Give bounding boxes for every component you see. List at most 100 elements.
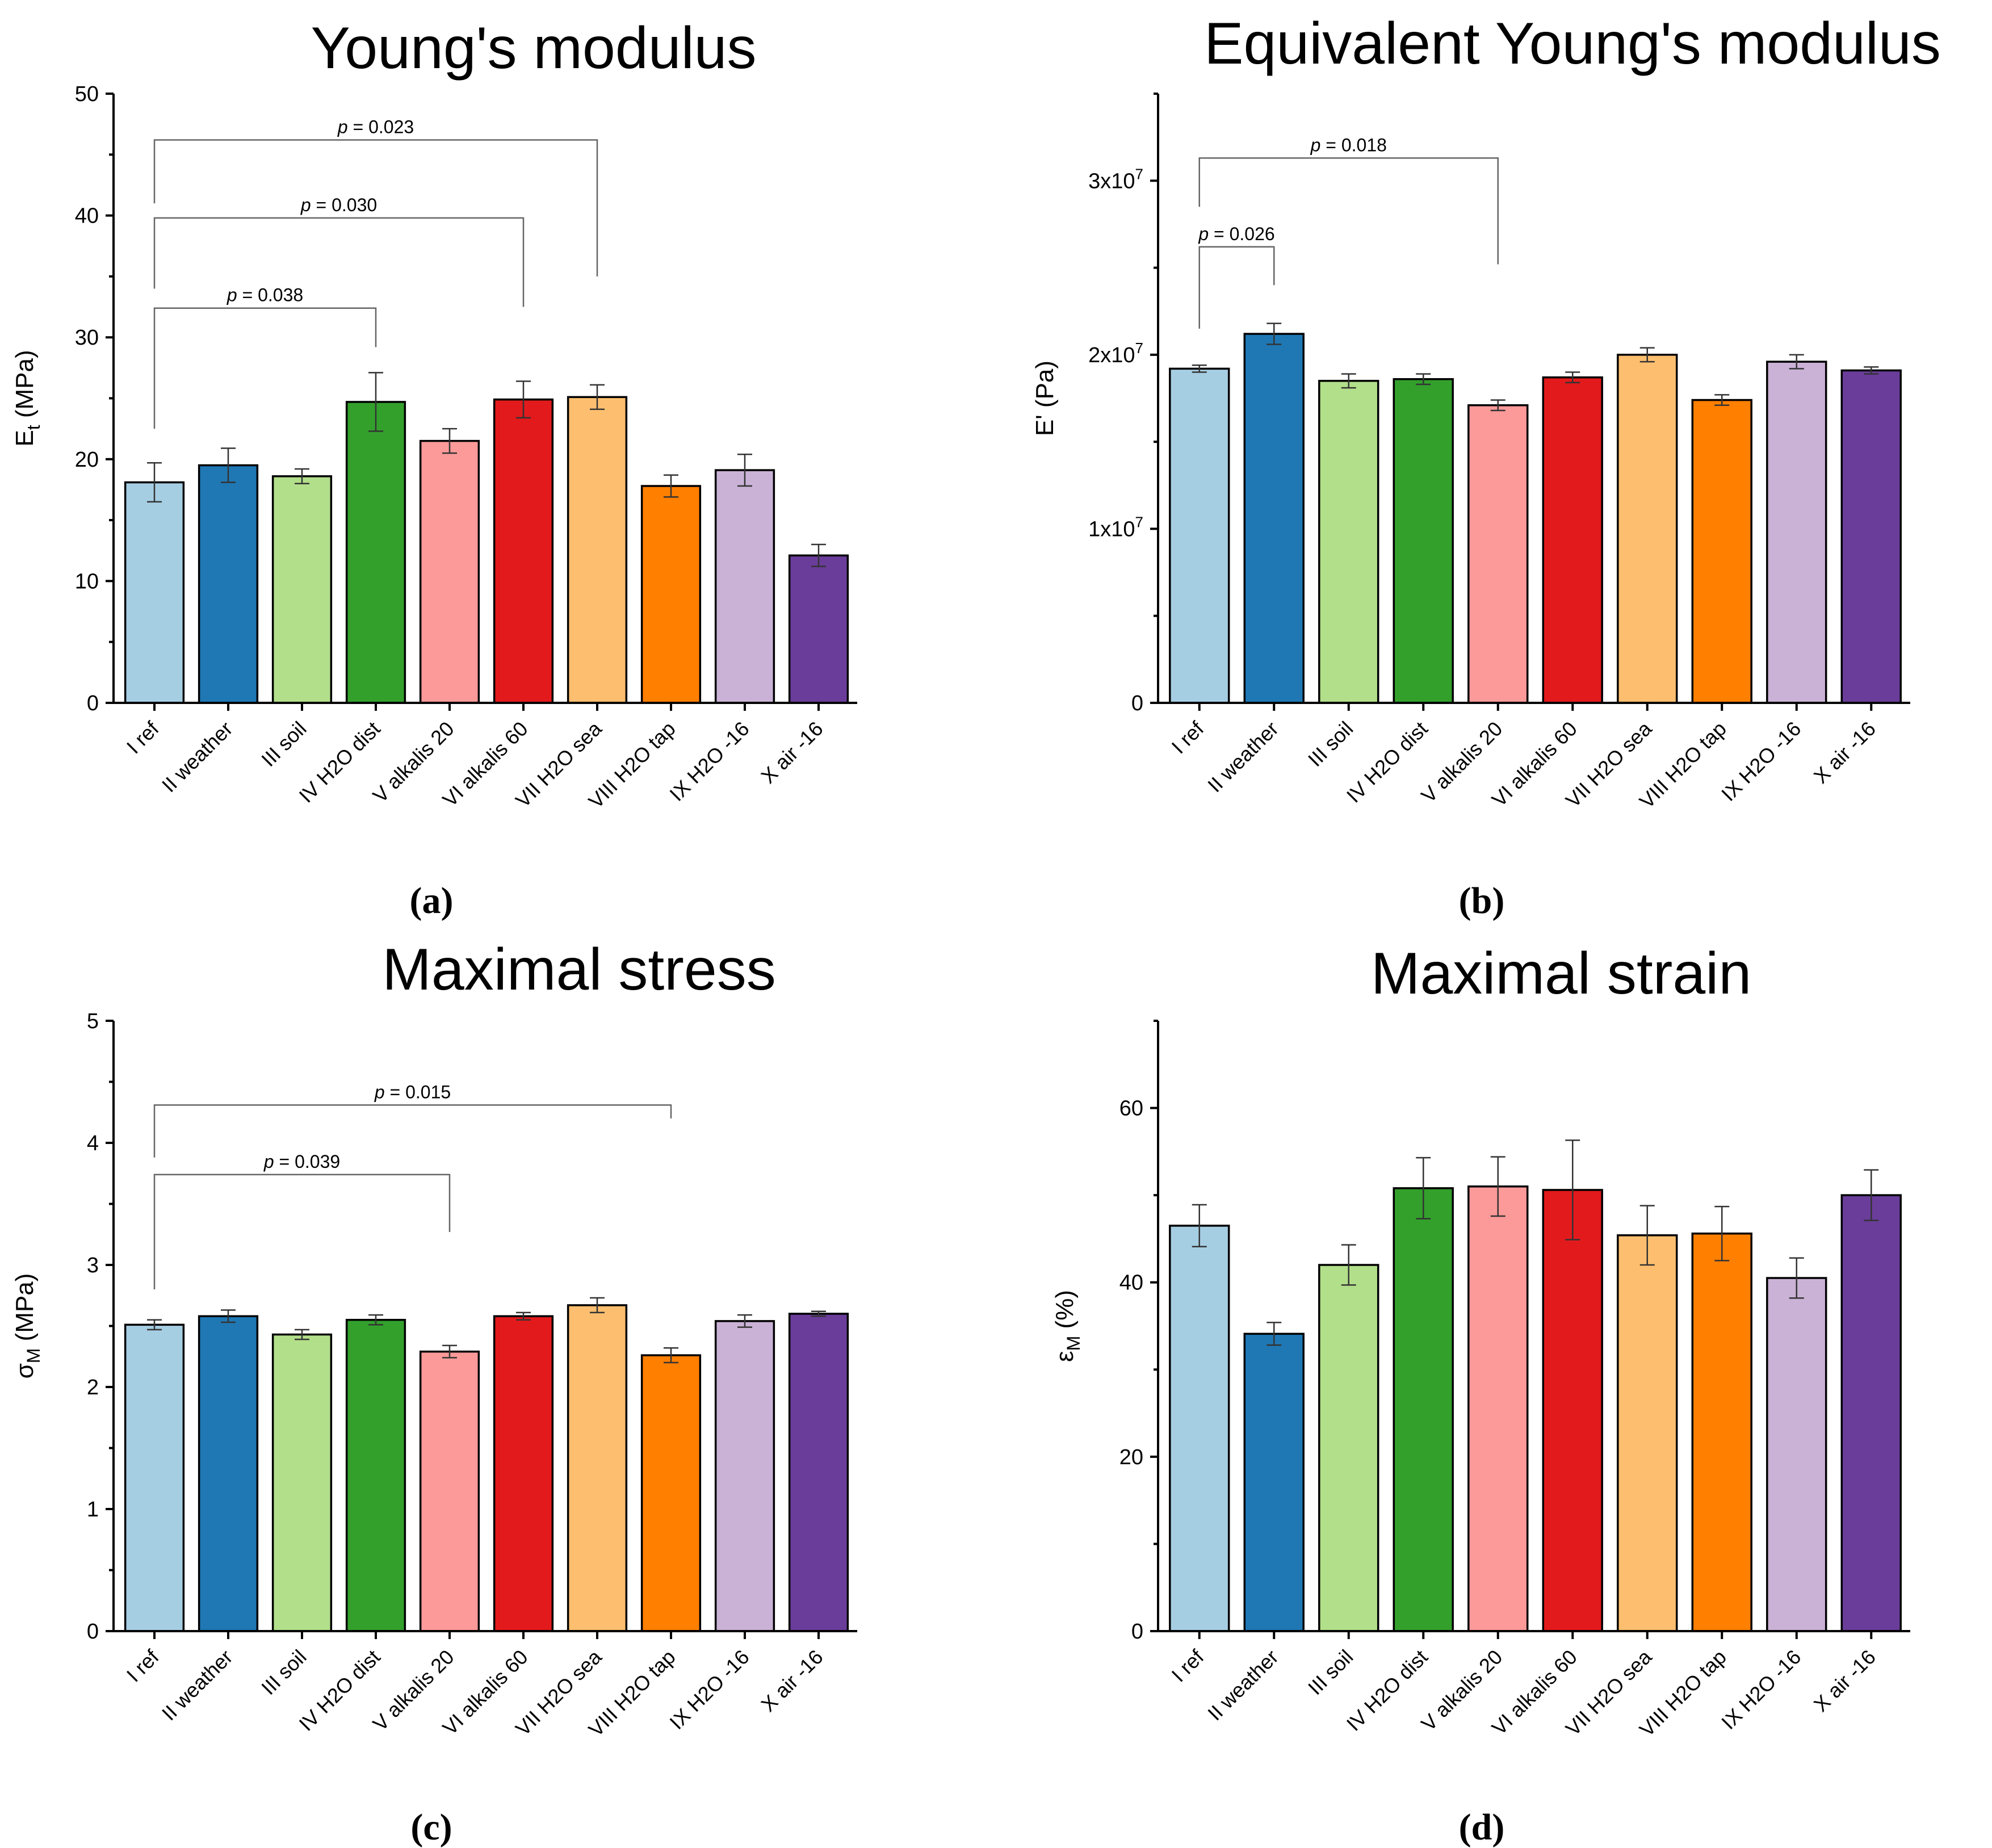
bar-6	[1542, 1189, 1603, 1632]
p-value-number: = 0.039	[274, 1151, 341, 1172]
p-value-number: = 0.038	[237, 285, 304, 305]
bar-3	[1318, 380, 1379, 704]
error-bar-1	[1192, 364, 1207, 373]
bar-3	[1318, 1264, 1379, 1632]
bar-7	[1617, 1234, 1678, 1632]
y-tick-label: 1x107	[1088, 513, 1143, 541]
x-category-label: II weather	[157, 1645, 237, 1725]
y-tick-label: 4	[87, 1132, 99, 1155]
p-value-label: p = 0.030	[300, 195, 377, 215]
bar-6	[1542, 376, 1603, 704]
p-value-number: = 0.018	[1320, 135, 1387, 155]
y-axis-label: Et (MPa)	[11, 350, 44, 446]
y-tick-label: 0	[87, 1620, 99, 1644]
y-axis-label-main: E' (Pa)	[1031, 361, 1059, 436]
error-bar-10	[1864, 1169, 1879, 1221]
x-category-label: X air -16	[756, 717, 827, 788]
bar-4	[345, 1319, 406, 1632]
chart-title: Equivalent Young's modulus	[1204, 11, 1941, 77]
y-axis-label-main: E	[11, 430, 39, 446]
x-category-label: I ref	[122, 1645, 164, 1687]
x-category-label: III soil	[1303, 717, 1357, 771]
x-category-label: IX H2O -16	[665, 717, 753, 806]
panel-label: (b)	[1459, 880, 1505, 921]
bar-4	[1393, 1187, 1454, 1632]
x-category-label: III soil	[257, 1645, 311, 1699]
y-tick-exponent: 7	[1135, 340, 1143, 357]
error-bar-5	[442, 1344, 457, 1359]
error-bar-6	[1565, 1139, 1580, 1241]
error-bar-8	[664, 1347, 678, 1364]
bar-2	[198, 464, 259, 704]
error-bar-9	[737, 1314, 752, 1328]
bar-10	[788, 554, 849, 704]
error-bar-2	[1267, 322, 1282, 345]
error-bar-10	[1864, 366, 1879, 375]
error-bar-5	[442, 428, 457, 454]
error-bar-3	[1341, 1244, 1356, 1286]
y-tick-label: 3x107	[1088, 165, 1143, 193]
p-value-symbol: p	[227, 285, 237, 305]
y-tick-label: 0	[1131, 1620, 1143, 1644]
y-tick-label: 20	[75, 448, 99, 472]
y-tick-label: 10	[75, 569, 99, 593]
error-bar-5	[1490, 399, 1505, 412]
significance-bracket	[1198, 157, 1499, 265]
significance-bracket	[153, 1174, 451, 1289]
bar-8	[1691, 399, 1752, 704]
error-bar-3	[295, 468, 309, 484]
error-bar-6	[516, 380, 531, 419]
error-bar-9	[737, 453, 752, 487]
bar-8	[640, 1354, 702, 1632]
panel-label: (a)	[410, 880, 454, 921]
y-tick-label: 0	[1131, 692, 1143, 715]
error-bar-9	[1789, 1257, 1804, 1299]
bar-1	[124, 481, 185, 704]
panel-label: (d)	[1459, 1807, 1505, 1848]
error-bar-6	[516, 1311, 531, 1321]
y-axis-label-subscript: M	[1063, 1336, 1084, 1351]
bar-5	[419, 1350, 480, 1632]
error-bar-7	[590, 1297, 605, 1314]
error-bar-6	[1565, 371, 1580, 384]
chart-title: Young's modulus	[311, 15, 756, 81]
x-category-label: IX H2O -16	[1717, 1645, 1805, 1734]
p-value-symbol: p	[337, 117, 348, 137]
y-tick-label: 50	[75, 82, 99, 106]
significance-bracket	[153, 1104, 672, 1158]
p-value-symbol: p	[1310, 135, 1321, 155]
bar-5	[1467, 404, 1529, 704]
error-bar-7	[590, 384, 605, 410]
p-value-number: = 0.030	[311, 195, 378, 215]
error-bar-2	[221, 447, 236, 483]
error-bar-7	[1639, 1205, 1655, 1266]
y-tick-label: 20	[1119, 1445, 1143, 1469]
bar-4	[345, 401, 406, 704]
error-bar-4	[368, 372, 383, 432]
significance-bracket	[153, 217, 525, 307]
p-value-number: = 0.026	[1209, 224, 1275, 244]
x-category-label: I ref	[122, 716, 164, 759]
y-tick-label: 30	[75, 326, 99, 350]
y-tick-label: 5	[87, 1009, 99, 1033]
bar-3	[271, 1333, 333, 1632]
y-tick-label: 3	[87, 1254, 99, 1277]
p-value-number: = 0.015	[385, 1082, 451, 1102]
x-category-label: X air -16	[756, 1645, 827, 1716]
x-category-label: II weather	[1203, 1645, 1283, 1725]
error-bar-10	[811, 543, 826, 567]
bar-10	[1840, 1194, 1902, 1632]
error-bar-1	[1192, 1204, 1207, 1247]
error-bar-2	[1267, 1322, 1282, 1346]
y-axis-label: εM (%)	[1051, 1290, 1084, 1362]
x-category-label: X air -16	[1809, 717, 1880, 788]
error-bar-10	[811, 1310, 826, 1317]
bar-6	[493, 398, 554, 704]
y-tick-label: 60	[1119, 1097, 1143, 1121]
p-value-number: = 0.023	[348, 117, 414, 137]
error-bar-8	[664, 474, 678, 498]
bar-5	[419, 439, 480, 704]
y-axis-label-subscript: t	[23, 425, 44, 430]
p-value-label: p = 0.038	[227, 285, 303, 305]
